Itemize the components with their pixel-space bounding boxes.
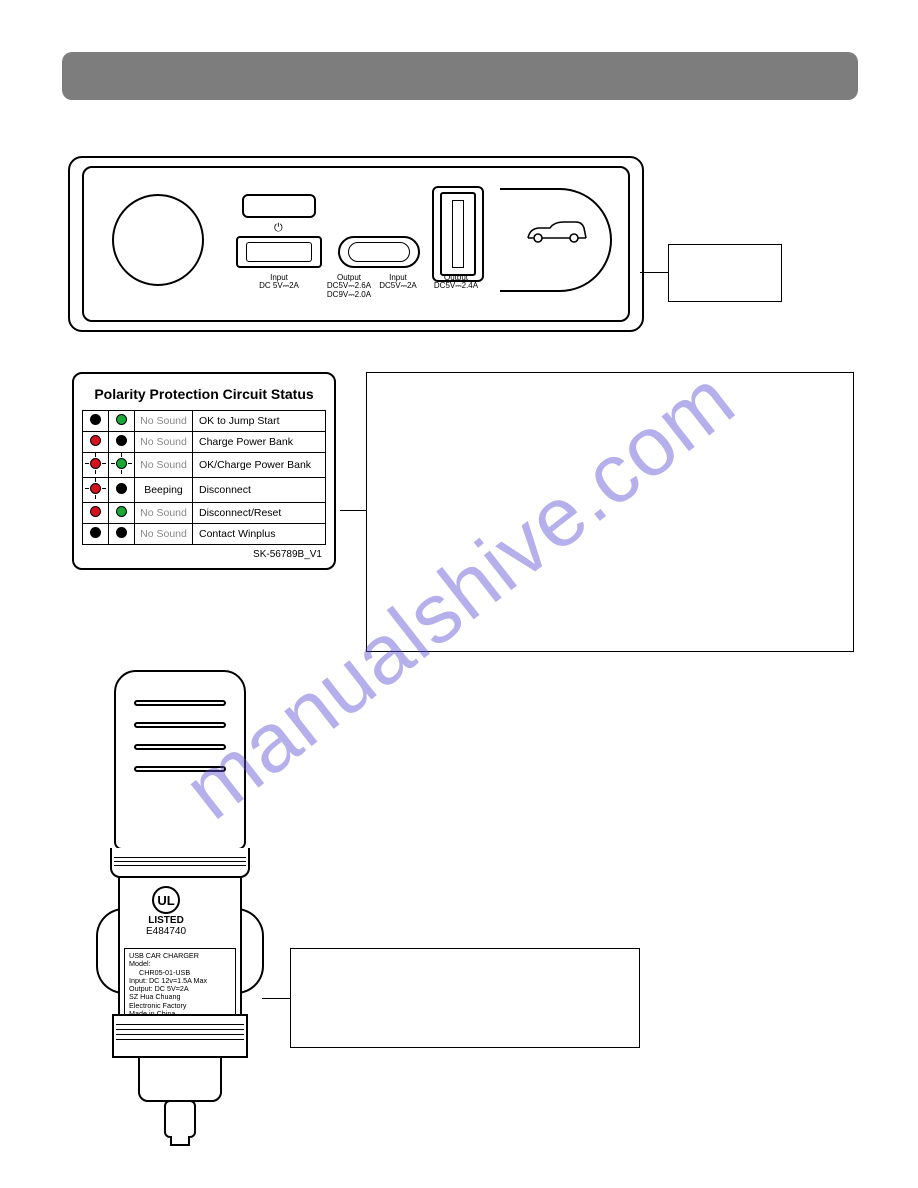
ul-mark: UL LISTED E484740 xyxy=(146,886,186,937)
car-charger-diagram: UL LISTED E484740 USB CAR CHARGER Model:… xyxy=(90,670,270,1150)
polarity-title: Polarity Protection Circuit Status xyxy=(82,382,326,410)
polarity-table: No SoundOK to Jump StartNo SoundCharge P… xyxy=(82,410,326,545)
leader-line xyxy=(640,272,668,273)
callout-box xyxy=(366,372,854,652)
port-label: InputDC 5V⎓2A xyxy=(238,274,320,291)
port-label: OutputDC5V⎓2.4A xyxy=(424,274,488,291)
callout-box xyxy=(668,244,782,302)
power-button-slot xyxy=(242,194,316,218)
leader-line xyxy=(262,998,290,999)
power-icon: ⏻ xyxy=(274,222,283,235)
header-bar xyxy=(62,52,858,100)
device-panel-diagram: ⏻ InputDC 5V⎓2A OutputDC5V⎓2.6ADC9V⎓2.0A… xyxy=(68,156,644,332)
callout-box xyxy=(290,948,640,1048)
port-label: OutputDC5V⎓2.6ADC9V⎓2.0A xyxy=(322,274,376,299)
polarity-status-card: Polarity Protection Circuit Status No So… xyxy=(72,372,336,570)
flashlight-lens xyxy=(112,194,204,286)
car-icon xyxy=(524,220,590,246)
port-label: InputDC5V⎓2A xyxy=(374,274,422,291)
polarity-footer: SK-56789B_V1 xyxy=(82,545,326,560)
leader-line xyxy=(340,510,366,511)
